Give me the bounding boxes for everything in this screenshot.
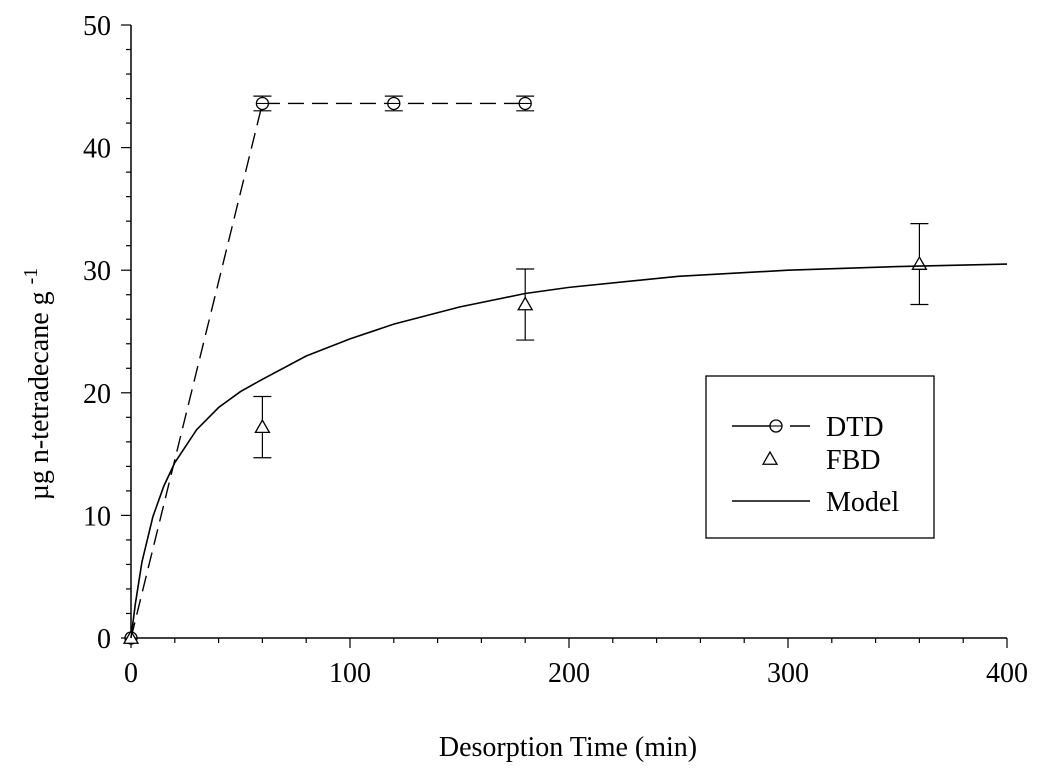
y-axis-title-sup: -1 — [20, 268, 42, 285]
y-tick-label: 50 — [83, 11, 111, 42]
dtd-series-line — [130, 102, 526, 639]
legend-box — [705, 375, 935, 539]
x-tick-label: 400 — [986, 658, 1028, 689]
x-tick-label: 0 — [124, 658, 138, 689]
x-tick-label: 200 — [548, 658, 590, 689]
legend-dtd-label: DTD — [826, 412, 884, 443]
x-tick-label: 100 — [329, 658, 371, 689]
y-tick-label: 20 — [83, 379, 111, 410]
y-tick-label: 40 — [83, 134, 111, 165]
fbd-point-marker — [254, 418, 271, 434]
legend-fbd-marker — [761, 450, 779, 465]
fbd-point-marker — [517, 296, 534, 311]
model-series-line — [130, 263, 1008, 639]
y-axis-title-main: µg n-tetradecane g — [24, 291, 55, 500]
y-tick-label: 10 — [83, 501, 111, 532]
plot-layer: 0 100 200 300 400 0 10 20 30 40 50 — [83, 11, 1028, 689]
y-tick-label: 0 — [97, 624, 111, 655]
x-axis-title: Desorption Time (min) — [439, 732, 697, 763]
legend-model-label: Model — [826, 487, 899, 518]
y-tick-label: 30 — [83, 256, 111, 287]
legend-fbd-label: FBD — [826, 445, 880, 476]
x-tick-label: 300 — [767, 658, 809, 689]
fbd-point-marker — [911, 255, 928, 270]
y-axis-title: µg n-tetradecane g -1 — [20, 268, 55, 501]
